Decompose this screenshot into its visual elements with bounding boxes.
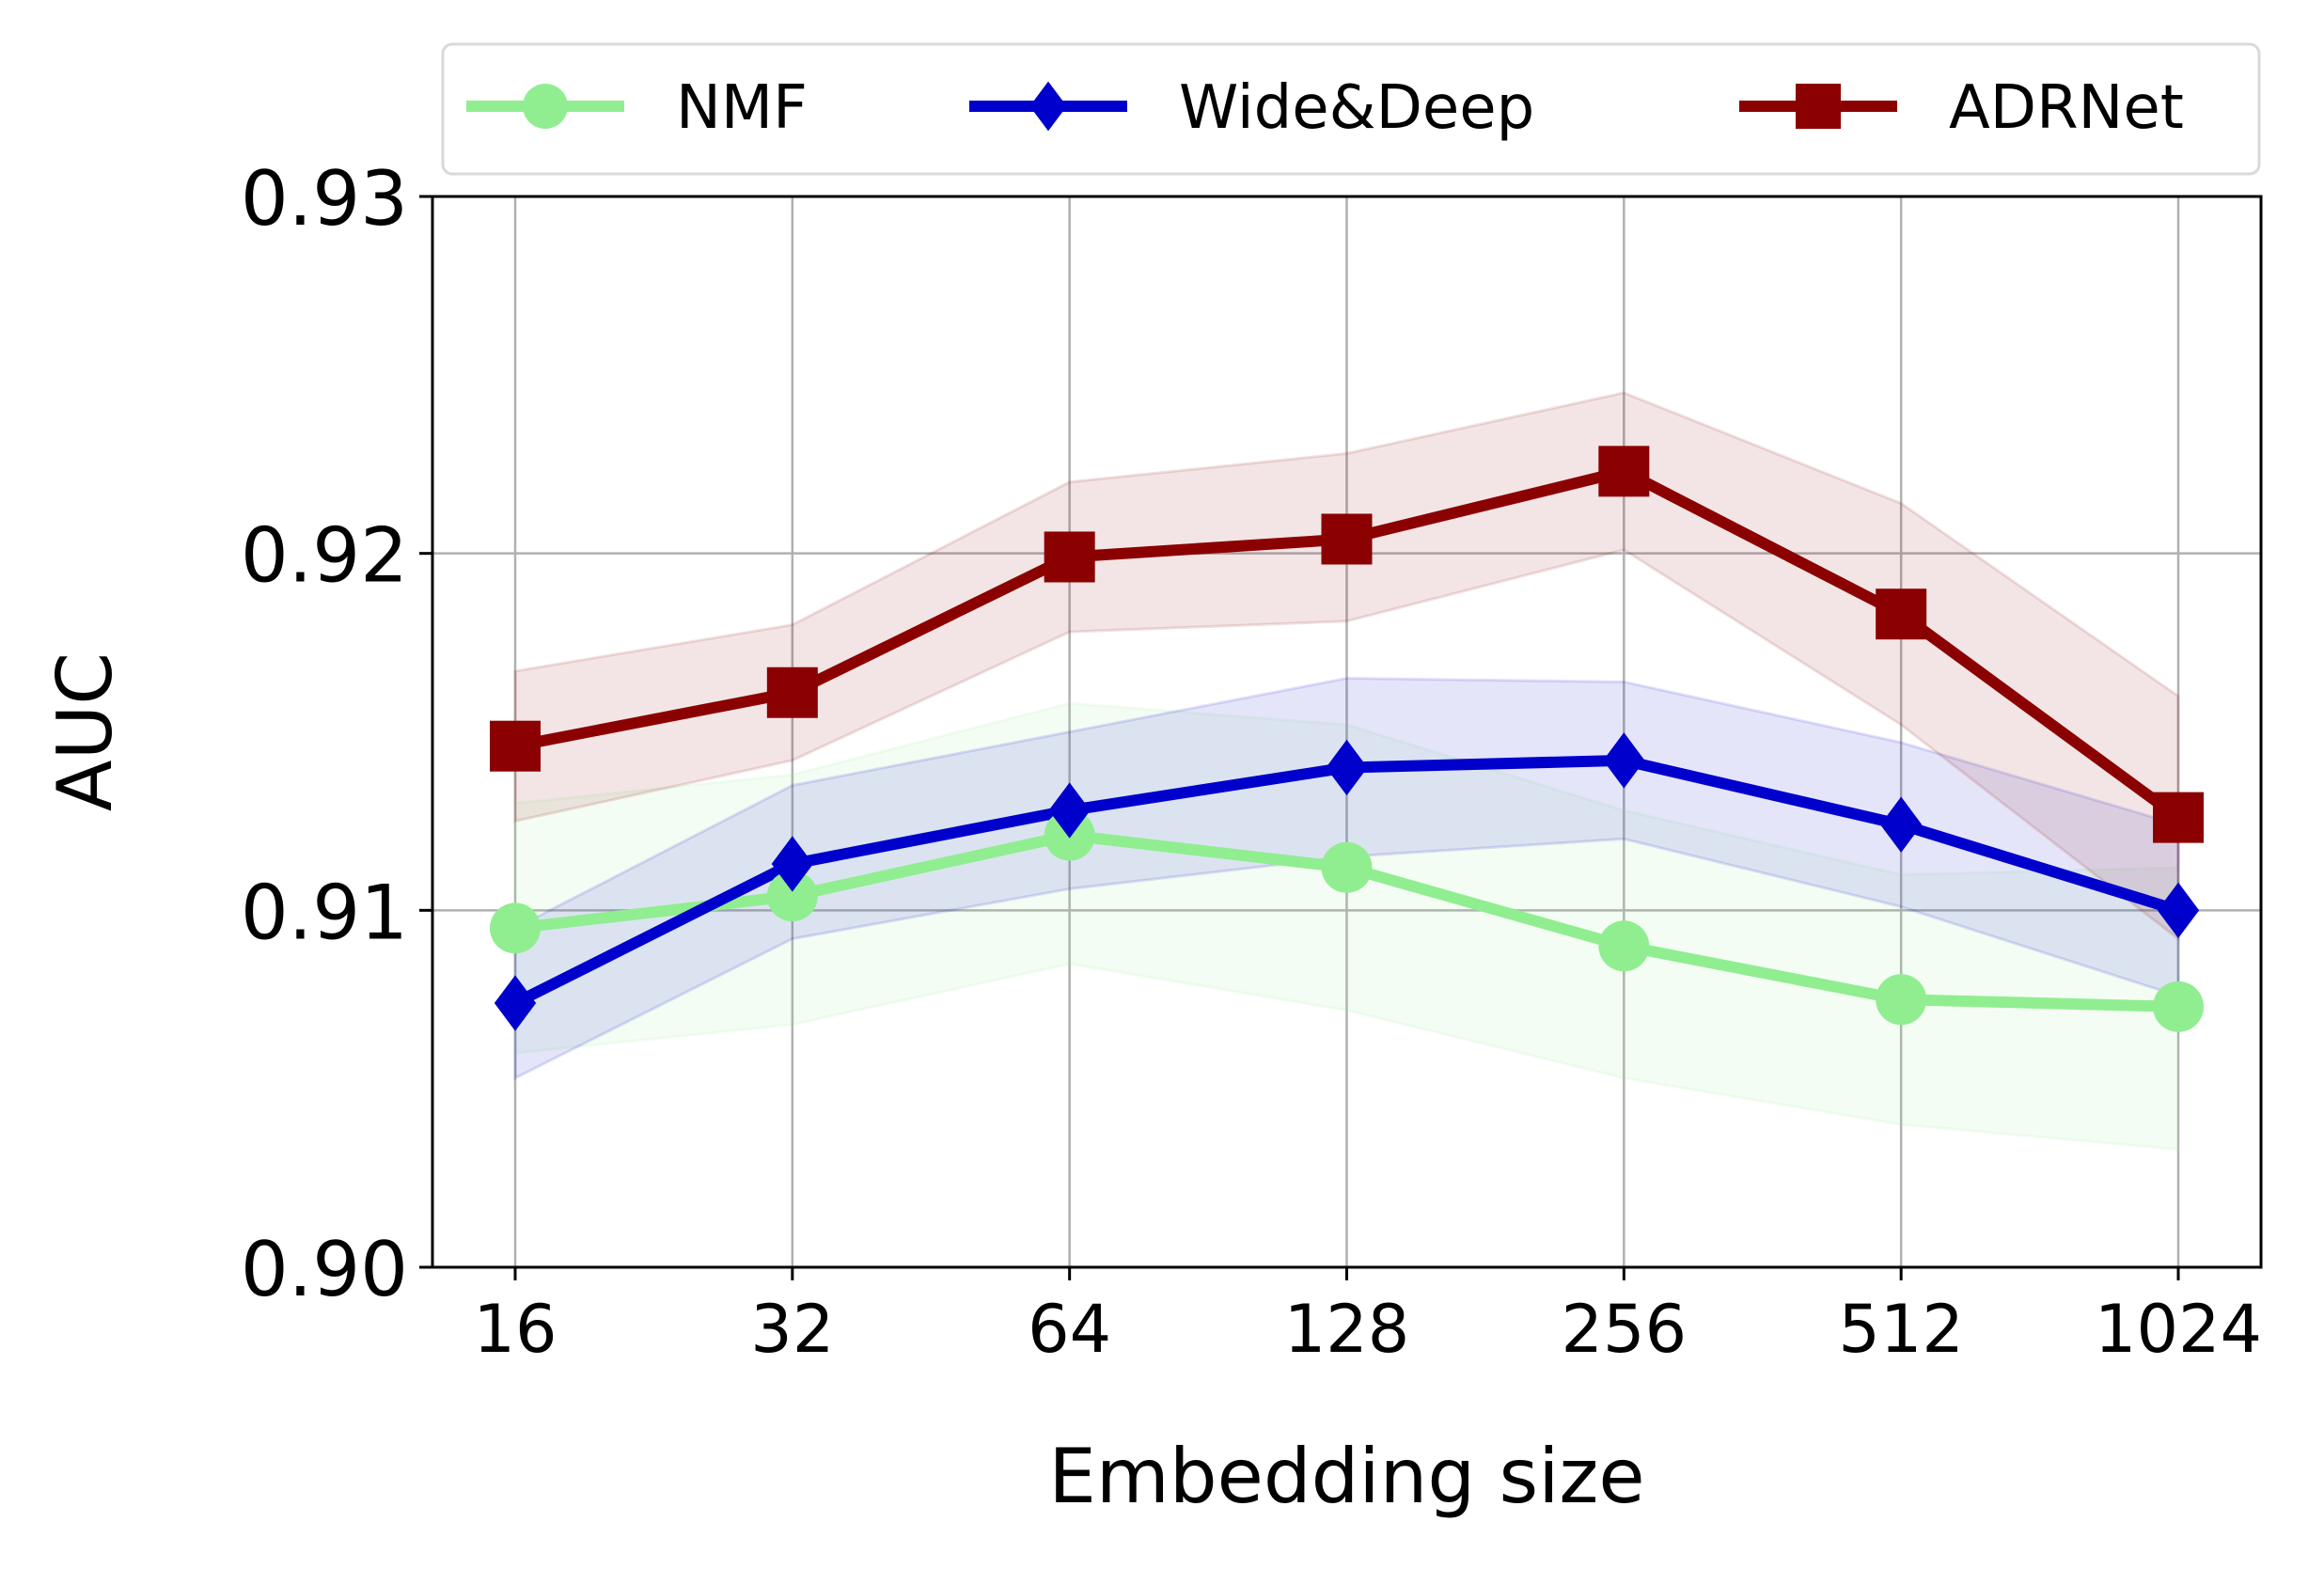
x-axis: 16 32 64 128 256 512 1024 xyxy=(473,1267,2262,1368)
legend-frame xyxy=(441,42,2261,176)
data-point-wide-deep xyxy=(1880,796,1923,853)
legend-label: ADRNet xyxy=(1949,73,2184,143)
confidence-band-adrnet xyxy=(513,391,2180,942)
confidence-bands xyxy=(513,391,2180,1152)
legend-marker xyxy=(1029,81,1067,132)
legend: NMF Wide&Deep ADRNet xyxy=(441,42,2261,176)
data-point-wide-deep xyxy=(1603,732,1645,789)
confidence-band-nmf xyxy=(513,701,2180,1152)
x-tick-label: 16 xyxy=(473,1291,557,1368)
data-point-adrnet xyxy=(1321,513,1373,565)
data-point-adrnet xyxy=(766,667,818,718)
x-tick-label: 1024 xyxy=(2095,1291,2262,1368)
series-markers xyxy=(490,446,2204,1032)
y-axis: 0.90 0.91 0.92 0.93 xyxy=(241,155,432,1313)
legend-item: Wide&Deep xyxy=(969,73,1534,143)
data-point-nmf xyxy=(490,902,541,954)
y-axis-label: AUC xyxy=(41,652,129,811)
legend-item: ADRNet xyxy=(1739,73,2184,143)
y-tick-label: 0.91 xyxy=(241,869,408,956)
y-tick-label: 0.93 xyxy=(241,155,408,243)
data-point-nmf xyxy=(1598,920,1650,972)
data-point-adrnet xyxy=(490,720,541,772)
legend-label: Wide&Deep xyxy=(1179,73,1534,143)
x-tick-label: 128 xyxy=(1284,1291,1410,1368)
data-point-wide-deep xyxy=(2157,882,2200,939)
data-point-wide-deep xyxy=(494,975,537,1031)
y-tick-label: 0.92 xyxy=(241,512,408,600)
x-tick-label: 64 xyxy=(1028,1291,1111,1368)
data-point-adrnet xyxy=(1044,531,1095,583)
data-point-wide-deep xyxy=(1048,782,1091,839)
data-point-nmf xyxy=(2153,981,2204,1032)
data-point-adrnet xyxy=(2153,792,2204,843)
x-tick-label: 512 xyxy=(1838,1291,1964,1368)
data-point-nmf xyxy=(766,871,818,922)
legend-label: NMF xyxy=(676,73,808,143)
data-point-wide-deep xyxy=(771,836,813,892)
legend-item: NMF xyxy=(466,73,808,143)
data-point-nmf xyxy=(1876,974,1927,1026)
x-tick-label: 256 xyxy=(1562,1291,1688,1368)
data-point-wide-deep xyxy=(1326,739,1368,796)
x-tick-label: 32 xyxy=(750,1291,834,1368)
legend-marker xyxy=(523,84,568,129)
x-axis-label: Embedding size xyxy=(1048,1433,1644,1520)
data-point-nmf xyxy=(1321,841,1373,893)
data-point-adrnet xyxy=(1598,446,1650,497)
data-point-adrnet xyxy=(1876,588,1927,640)
legend-marker xyxy=(1796,84,1841,129)
y-tick-label: 0.90 xyxy=(241,1226,408,1313)
